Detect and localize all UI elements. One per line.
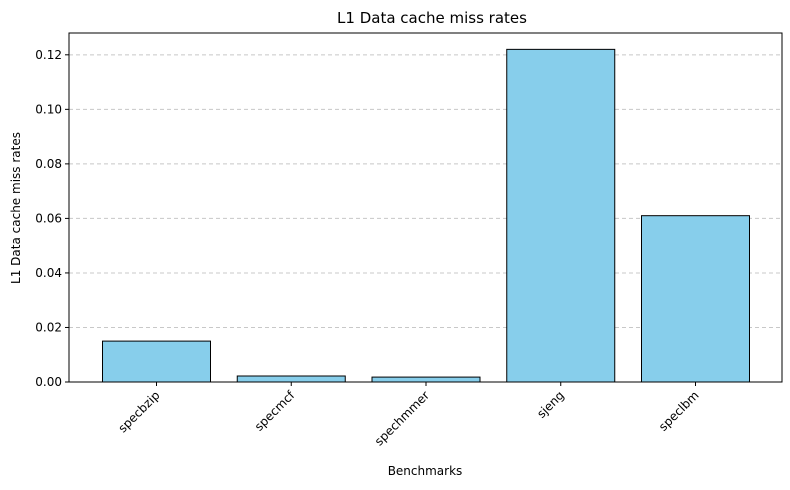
bar-specmcf — [236, 375, 346, 383]
y-tick-label: 0.12 — [35, 48, 62, 62]
bar-spechmmer — [371, 376, 481, 383]
x-tick-label: speclbm — [656, 388, 702, 434]
y-tick-label: 0.00 — [35, 375, 62, 389]
chart-title: L1 Data cache miss rates — [337, 9, 527, 27]
bars — [102, 48, 750, 383]
y-axis: 0.00 0.02 0.04 0.06 0.08 0.10 0.12 — [35, 48, 69, 389]
x-tick-label: specbzip — [115, 388, 162, 435]
y-tick-label: 0.10 — [35, 102, 62, 116]
x-tick-label: spechmmer — [372, 388, 432, 448]
y-tick-label: 0.08 — [35, 157, 62, 171]
y-axis-label: L1 Data cache miss rates — [9, 132, 23, 284]
bar-speclbm — [641, 215, 750, 383]
y-tick-label: 0.04 — [35, 266, 62, 280]
x-axis: specbzip specmcf spechmmer sjeng speclbm — [115, 382, 702, 448]
bar-sjeng — [506, 48, 616, 383]
bar-specbzip — [102, 340, 211, 383]
y-tick-label: 0.02 — [35, 320, 62, 334]
x-axis-label: Benchmarks — [388, 464, 463, 478]
x-tick-label: sjeng — [534, 388, 567, 421]
y-tick-label: 0.06 — [35, 211, 62, 225]
x-tick-label: specmcf — [252, 388, 298, 434]
